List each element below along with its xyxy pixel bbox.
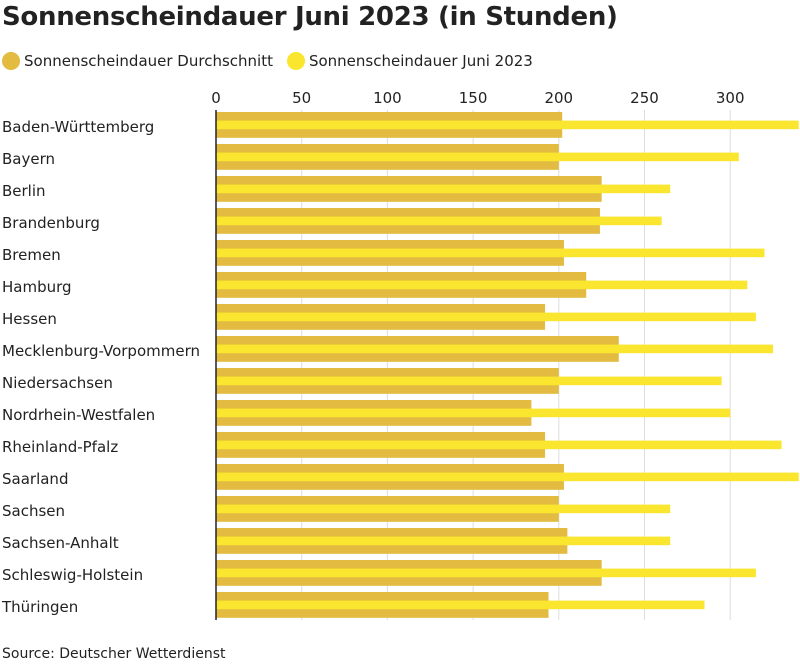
legend-swatch-average <box>2 52 20 70</box>
chart-title: Sonnenscheindauer Juni 2023 (in Stunden) <box>2 2 618 32</box>
bar-june-2023 <box>216 568 756 578</box>
bar-june-2023 <box>216 600 705 610</box>
category-label: Sachsen-Anhalt <box>2 534 119 552</box>
category-label: Thüringen <box>1 598 78 616</box>
bar-june-2023 <box>216 344 774 354</box>
category-label: Niedersachsen <box>2 374 113 392</box>
source-note: Source: Deutscher Wetterdienst <box>2 646 226 662</box>
legend-item-june-2023: Sonnenscheindauer Juni 2023 <box>286 52 533 70</box>
bar-june-2023 <box>216 312 756 322</box>
category-label: Mecklenburg-Vorpommern <box>2 342 200 360</box>
x-tick-label: 100 <box>373 89 402 107</box>
category-label: Hessen <box>2 310 57 328</box>
x-tick-label: 300 <box>716 89 745 107</box>
category-label: Schleswig-Holstein <box>2 566 143 584</box>
bar-june-2023 <box>216 504 671 514</box>
bar-chart: 0 50 100 150 200 250 300 Baden-Württemberg Bayer… <box>1 89 799 620</box>
category-label: Bremen <box>2 246 61 264</box>
category-label: Sachsen <box>2 502 65 520</box>
x-tick-label: 150 <box>459 89 488 107</box>
bar-june-2023 <box>216 248 765 258</box>
category-label: Berlin <box>2 182 46 200</box>
bar-june-2023 <box>216 152 739 162</box>
legend-label-average: Sonnenscheindauer Durchschnitt <box>24 52 273 70</box>
bar-june-2023 <box>216 408 731 418</box>
x-tick-label: 200 <box>544 89 573 107</box>
bar-june-2023 <box>216 472 799 482</box>
x-tick-label: 250 <box>630 89 659 107</box>
bar-june-2023 <box>216 184 671 194</box>
bar-june-2023 <box>216 120 799 130</box>
bar-june-2023 <box>216 536 671 546</box>
category-label: Hamburg <box>2 278 72 296</box>
category-label: Baden-Württemberg <box>2 118 154 136</box>
legend-swatch-june-2023 <box>286 52 305 70</box>
legend-label-june-2023: Sonnenscheindauer Juni 2023 <box>308 52 533 70</box>
category-label: Rheinland-Pfalz <box>2 438 118 456</box>
bar-june-2023 <box>216 216 662 226</box>
x-tick-label: 0 <box>211 89 221 107</box>
category-label: Nordrhein-Westfalen <box>2 406 155 424</box>
category-label: Brandenburg <box>2 214 100 232</box>
category-label: Bayern <box>2 150 55 168</box>
bar-june-2023 <box>216 280 748 290</box>
bar-june-2023 <box>216 440 782 450</box>
x-tick-label: 50 <box>292 89 311 107</box>
legend-item-average: Sonnenscheindauer Durchschnitt <box>2 52 273 70</box>
legend: Sonnenscheindauer Durchschnitt Sonnensch… <box>2 50 547 72</box>
bar-june-2023 <box>216 376 722 386</box>
category-label: Saarland <box>2 470 68 488</box>
